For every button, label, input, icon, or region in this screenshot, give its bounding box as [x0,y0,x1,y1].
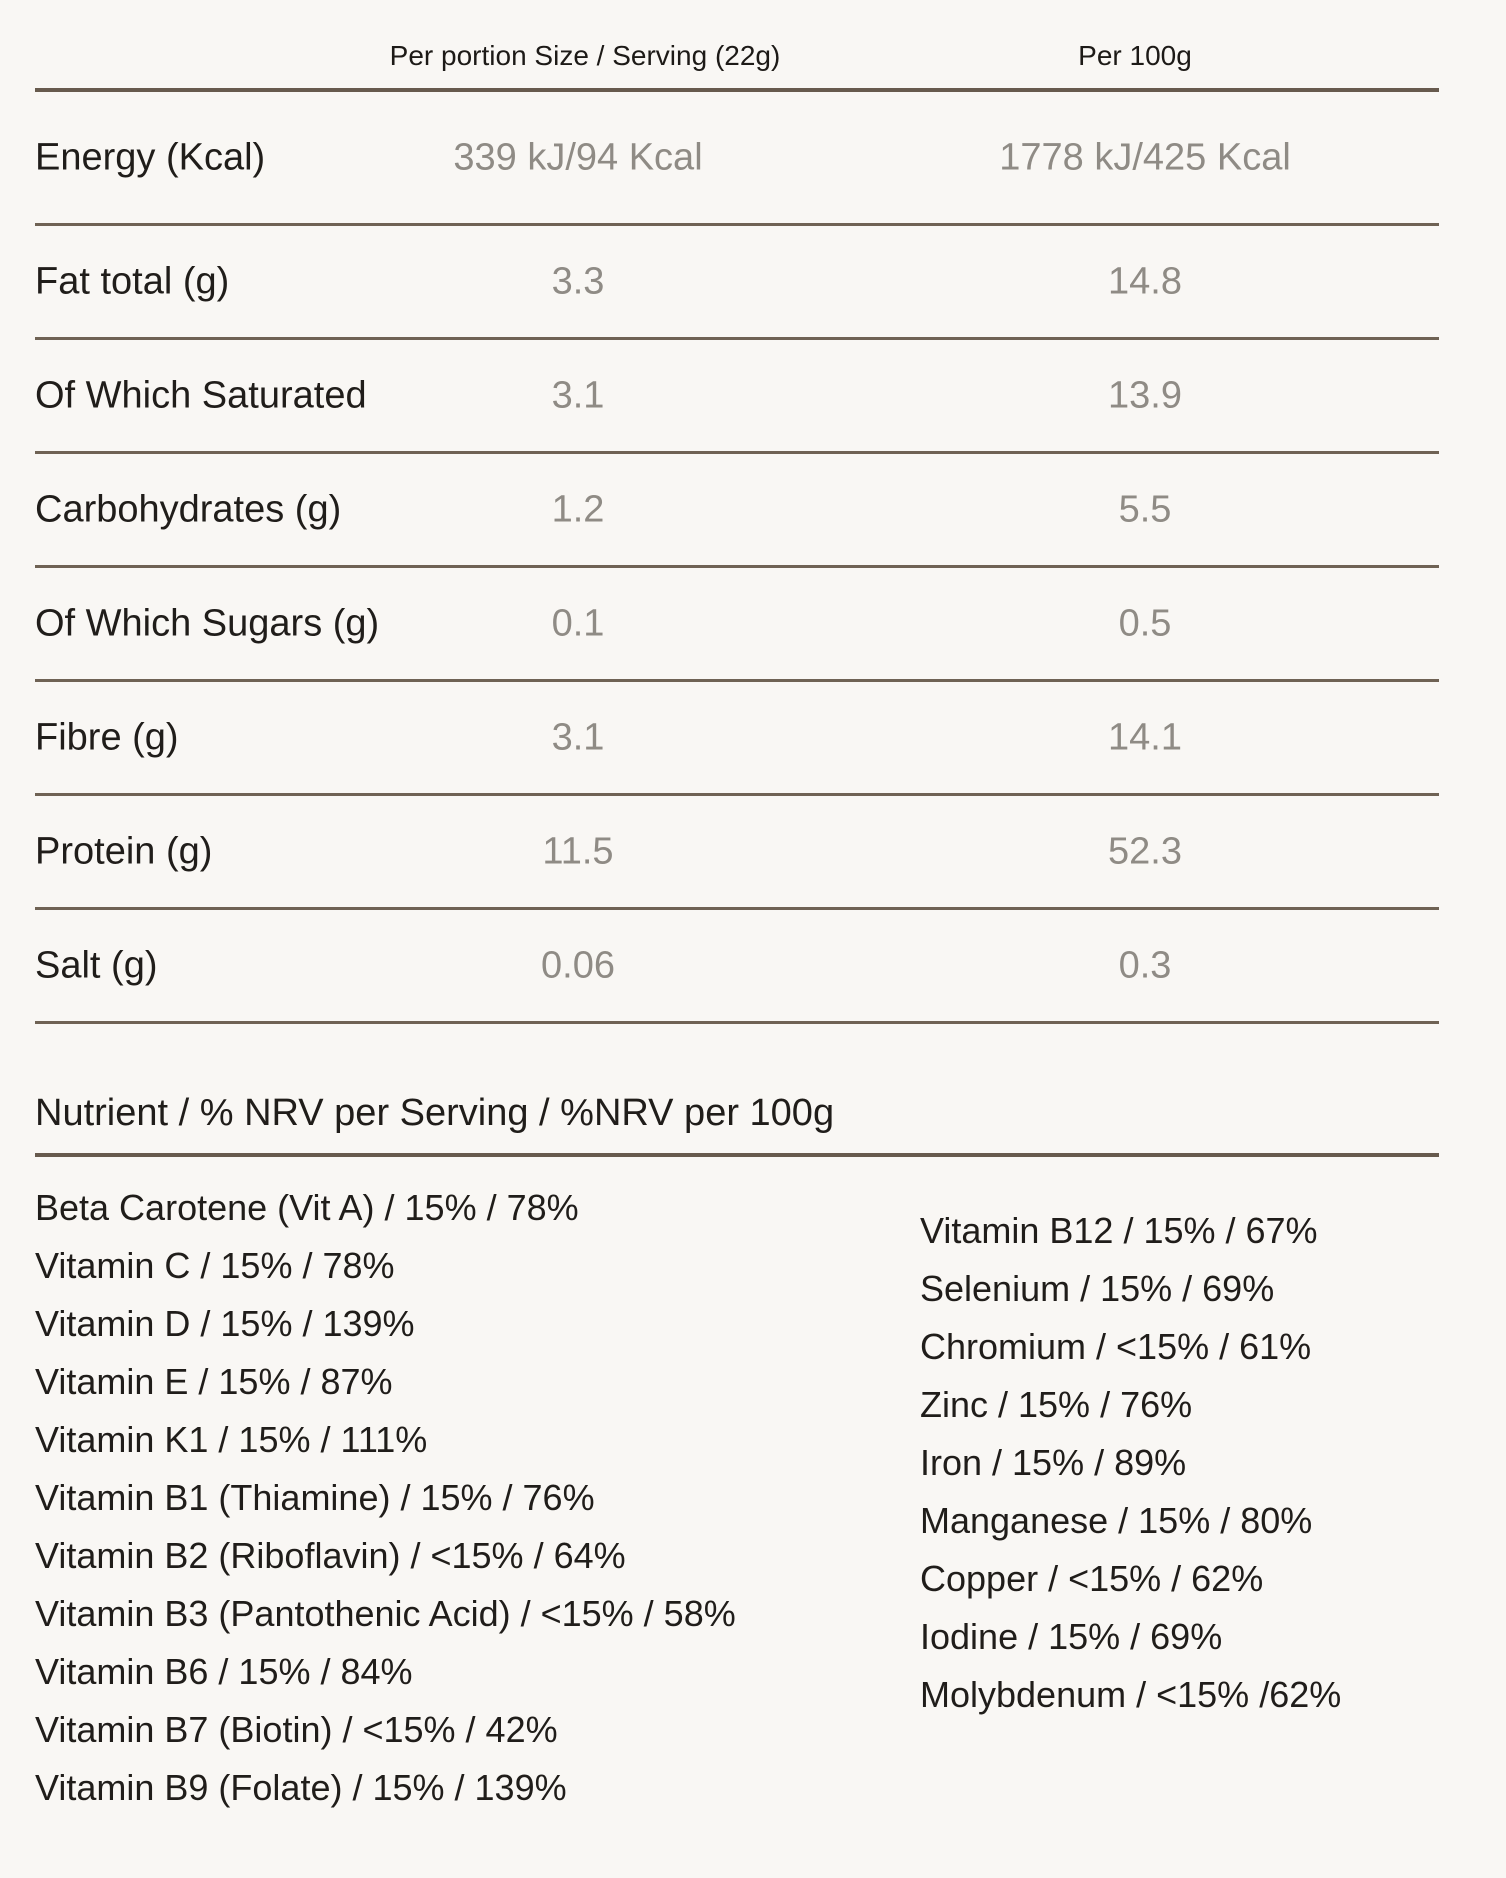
serving-value: 3.1 [551,374,605,416]
nrv-item: Vitamin B1 (Thiamine) / 15% / 76% [35,1477,595,1518]
nrv-item: Vitamin B6 / 15% / 84% [35,1651,413,1692]
row-label: Salt (g) [35,944,158,986]
serving-value: 11.5 [542,830,614,872]
row-label: Fibre (g) [35,716,179,758]
per100g-value: 0.3 [1118,944,1172,986]
nrv-item: Iodine / 15% / 69% [920,1616,1223,1657]
nrv-list-left-column: Beta Carotene (Vit A) / 15% / 78% Vitami… [35,1179,920,1817]
table-row-salt: Salt (g) 0.06 0.3 [35,910,1439,1024]
nrv-item: Beta Carotene (Vit A) / 15% / 78% [35,1187,579,1228]
table-row-fibre: Fibre (g) 3.1 14.1 [35,682,1439,796]
per100g-value: 0.5 [1118,602,1172,644]
table-row-energy: Energy (Kcal) 339 kJ/94 Kcal 1778 kJ/425… [35,92,1439,226]
nrv-item: Molybdenum / <15% /62% [920,1674,1342,1715]
nrv-item: Chromium / <15% / 61% [920,1326,1312,1367]
table-header-row: Per portion Size / Serving (22g) Per 100… [35,0,1439,92]
nrv-item: Vitamin K1 / 15% / 111% [35,1419,428,1460]
table-row-saturated: Of Which Saturated 3.1 13.9 [35,340,1439,454]
per100g-value: 5.5 [1118,488,1172,530]
serving-value: 3.3 [551,260,605,302]
row-label: Protein (g) [35,830,213,872]
nrv-section-header: Nutrient / % NRV per Serving / %NRV per … [35,1024,1439,1157]
nrv-item: Manganese / 15% / 80% [920,1500,1313,1541]
serving-value: 0.06 [541,944,615,986]
nutrition-table: Per portion Size / Serving (22g) Per 100… [35,0,1439,1024]
nrv-list: Beta Carotene (Vit A) / 15% / 78% Vitami… [35,1157,1439,1817]
per100g-value: 1778 kJ/425 Kcal [999,136,1291,178]
table-row-fat-total: Fat total (g) 3.3 14.8 [35,226,1439,340]
row-label: Of Which Sugars (g) [35,602,380,644]
nrv-item: Vitamin B9 (Folate) / 15% / 139% [35,1767,567,1808]
per100g-value: 14.1 [1108,716,1182,758]
row-label: Fat total (g) [35,260,230,302]
nrv-item: Vitamin B7 (Biotin) / <15% / 42% [35,1709,558,1750]
nrv-item: Vitamin B2 (Riboflavin) / <15% / 64% [35,1535,626,1576]
serving-value: 3.1 [551,716,605,758]
nrv-item: Iron / 15% / 89% [920,1442,1187,1483]
serving-column-header: Per portion Size / Serving (22g) [389,40,781,71]
row-label: Energy (Kcal) [35,136,266,178]
table-row-protein: Protein (g) 11.5 52.3 [35,796,1439,910]
table-row-carbohydrates: Carbohydrates (g) 1.2 5.5 [35,454,1439,568]
serving-value: 1.2 [551,488,605,530]
nrv-item: Selenium / 15% / 69% [920,1268,1275,1309]
per100g-value: 52.3 [1108,830,1182,872]
serving-value: 339 kJ/94 Kcal [453,136,703,178]
per100g-value: 14.8 [1108,260,1182,302]
nrv-item: Vitamin B3 (Pantothenic Acid) / <15% / 5… [35,1593,736,1634]
nrv-list-right-column: Vitamin B12 / 15% / 67% Selenium / 15% /… [920,1202,1439,1724]
table-row-sugars: Of Which Sugars (g) 0.1 0.5 [35,568,1439,682]
per100g-column-header: Per 100g [1078,40,1192,71]
nrv-item: Zinc / 15% / 76% [920,1384,1193,1425]
row-label: Carbohydrates (g) [35,488,342,530]
serving-value: 0.1 [551,602,605,644]
nrv-item: Vitamin C / 15% / 78% [35,1245,395,1286]
nrv-item: Vitamin B12 / 15% / 67% [920,1210,1318,1251]
nrv-item: Vitamin D / 15% / 139% [35,1303,415,1344]
nrv-item: Vitamin E / 15% / 87% [35,1361,393,1402]
nrv-section-title: Nutrient / % NRV per Serving / %NRV per … [35,1092,835,1134]
row-label: Of Which Saturated [35,374,367,416]
per100g-value: 13.9 [1108,374,1182,416]
nrv-item: Copper / <15% / 62% [920,1558,1264,1599]
